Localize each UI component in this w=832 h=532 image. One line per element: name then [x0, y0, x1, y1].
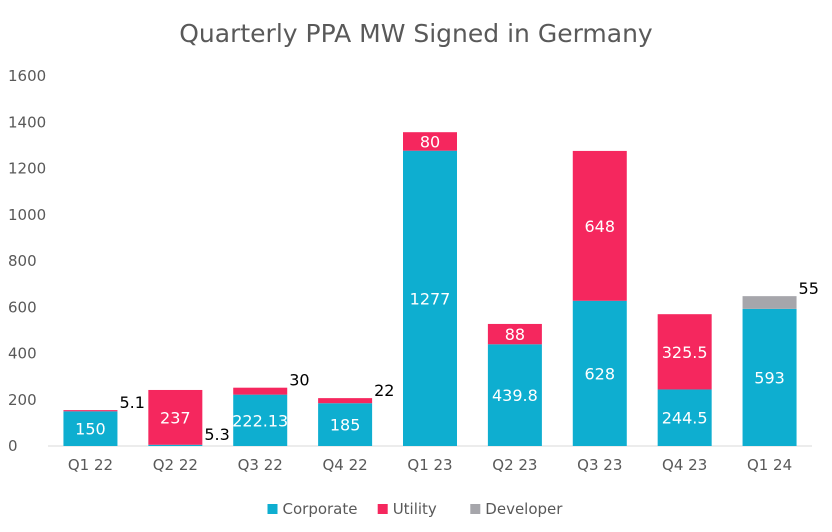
data-label: 1277 — [410, 289, 451, 308]
x-tick-label: Q1 24 — [747, 456, 792, 474]
y-tick-label: 1600 — [8, 67, 46, 85]
legend-label: Corporate — [283, 500, 358, 518]
y-tick-label: 200 — [8, 391, 37, 409]
data-label: 22 — [374, 381, 394, 400]
x-tick-label: Q3 23 — [577, 456, 622, 474]
x-tick-label: Q1 22 — [68, 456, 113, 474]
y-tick-label: 400 — [8, 345, 37, 363]
data-label: 80 — [420, 132, 440, 151]
y-tick-label: 1400 — [8, 113, 46, 131]
data-label: 5.1 — [119, 393, 144, 412]
y-tick-label: 0 — [8, 437, 18, 455]
x-tick-label: Q2 22 — [153, 456, 198, 474]
bar-corporate — [318, 403, 373, 446]
legend-swatch-developer — [470, 504, 481, 514]
bar-corporate — [572, 300, 627, 446]
x-tick-label: Q1 23 — [407, 456, 452, 474]
legend-label: Developer — [485, 500, 563, 518]
x-tick-label: Q4 22 — [323, 456, 368, 474]
bar-corporate — [148, 444, 203, 446]
y-tick-label: 800 — [8, 252, 37, 270]
legend-swatch-utility — [377, 504, 388, 514]
data-label: 185 — [330, 416, 361, 435]
legend-label: Utility — [393, 500, 437, 518]
bar-utility — [63, 410, 118, 412]
data-label: 5.3 — [204, 425, 229, 444]
data-label: 237 — [160, 408, 191, 427]
y-tick-label: 1000 — [8, 206, 46, 224]
bar-corporate — [657, 389, 712, 446]
bar-utility — [403, 132, 457, 151]
data-label: 628 — [585, 364, 616, 383]
x-tick-label: Q4 23 — [662, 456, 707, 474]
bar-corporate — [63, 411, 118, 446]
x-axis: Q1 22 Q2 22 Q3 22 Q4 22 Q1 23 Q2 23 Q3 23 Q4 23… — [48, 445, 812, 474]
bar-developer — [742, 296, 797, 309]
data-label: 55 — [799, 279, 819, 298]
bar-corporate — [487, 344, 542, 446]
legend-swatch-corporate — [267, 504, 278, 514]
y-tick-label: 600 — [8, 298, 37, 316]
y-axis: 0 200 400 600 800 1000 1200 1400 1600 — [8, 67, 46, 455]
chart-title: Quarterly PPA MW Signed in Germany — [179, 19, 653, 48]
bar-corporate — [742, 308, 797, 446]
bar-utility — [148, 389, 203, 445]
data-label: 150 — [75, 420, 106, 439]
bar-corporate — [233, 394, 288, 446]
data-label: 648 — [585, 217, 616, 236]
data-labels: 150 5.1 5.3 237 222.13 30 185 22 1277 80 439.8 88 62… — [75, 132, 819, 444]
x-tick-label: Q3 22 — [238, 456, 283, 474]
bars — [63, 132, 797, 446]
data-label: 325.5 — [662, 343, 708, 362]
x-tick-label: Q2 23 — [492, 456, 537, 474]
bar-utility — [657, 314, 712, 390]
bar-utility — [233, 387, 288, 395]
bar-utility — [572, 150, 627, 301]
bar-corporate — [403, 150, 457, 446]
y-tick-label: 1200 — [8, 160, 46, 178]
data-label: 30 — [289, 371, 309, 390]
data-label: 244.5 — [662, 409, 708, 428]
data-label: 222.13 — [232, 411, 288, 430]
bar-utility — [487, 323, 542, 345]
data-label: 88 — [505, 325, 525, 344]
legend: Corporate Utility Developer — [267, 500, 563, 518]
bar-utility — [318, 398, 373, 404]
data-label: 593 — [754, 368, 785, 387]
data-label: 439.8 — [492, 386, 538, 405]
